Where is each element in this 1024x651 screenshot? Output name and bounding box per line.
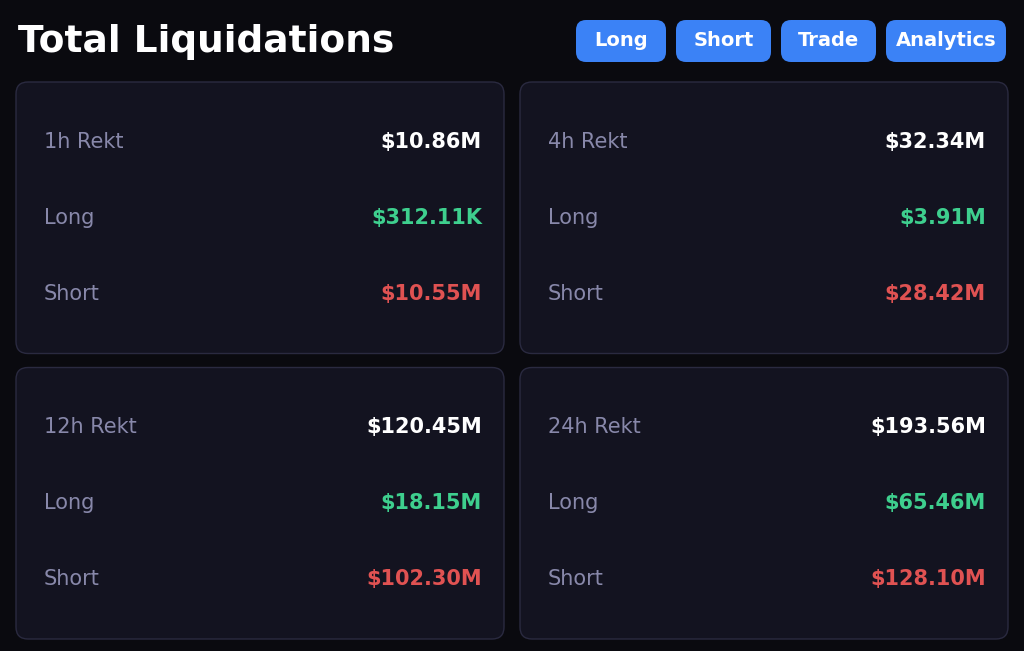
- Text: $10.86M: $10.86M: [381, 132, 482, 152]
- Text: Short: Short: [44, 569, 100, 589]
- FancyBboxPatch shape: [575, 20, 666, 62]
- Text: $312.11K: $312.11K: [371, 208, 482, 228]
- FancyBboxPatch shape: [16, 368, 504, 639]
- Text: $32.34M: $32.34M: [885, 132, 986, 152]
- Text: Long: Long: [548, 208, 598, 228]
- FancyBboxPatch shape: [16, 82, 504, 353]
- Text: 24h Rekt: 24h Rekt: [548, 417, 641, 437]
- Text: $28.42M: $28.42M: [885, 284, 986, 304]
- FancyBboxPatch shape: [520, 368, 1008, 639]
- Text: Long: Long: [594, 31, 648, 51]
- Text: Trade: Trade: [798, 31, 859, 51]
- Text: 4h Rekt: 4h Rekt: [548, 132, 628, 152]
- Text: $18.15M: $18.15M: [381, 493, 482, 513]
- Text: Short: Short: [548, 284, 604, 304]
- Text: Long: Long: [548, 493, 598, 513]
- Text: $10.55M: $10.55M: [381, 284, 482, 304]
- Text: $120.45M: $120.45M: [367, 417, 482, 437]
- Text: Short: Short: [693, 31, 754, 51]
- Text: $65.46M: $65.46M: [885, 493, 986, 513]
- Text: Analytics: Analytics: [896, 31, 996, 51]
- Text: $128.10M: $128.10M: [870, 569, 986, 589]
- Text: Long: Long: [44, 208, 94, 228]
- Text: 12h Rekt: 12h Rekt: [44, 417, 137, 437]
- FancyBboxPatch shape: [781, 20, 876, 62]
- FancyBboxPatch shape: [676, 20, 771, 62]
- Text: 1h Rekt: 1h Rekt: [44, 132, 124, 152]
- FancyBboxPatch shape: [520, 82, 1008, 353]
- FancyBboxPatch shape: [886, 20, 1006, 62]
- Text: $102.30M: $102.30M: [367, 569, 482, 589]
- Text: Short: Short: [44, 284, 100, 304]
- Text: Short: Short: [548, 569, 604, 589]
- Text: Total Liquidations: Total Liquidations: [18, 24, 394, 60]
- Text: $193.56M: $193.56M: [870, 417, 986, 437]
- Text: Long: Long: [44, 493, 94, 513]
- Text: $3.91M: $3.91M: [899, 208, 986, 228]
